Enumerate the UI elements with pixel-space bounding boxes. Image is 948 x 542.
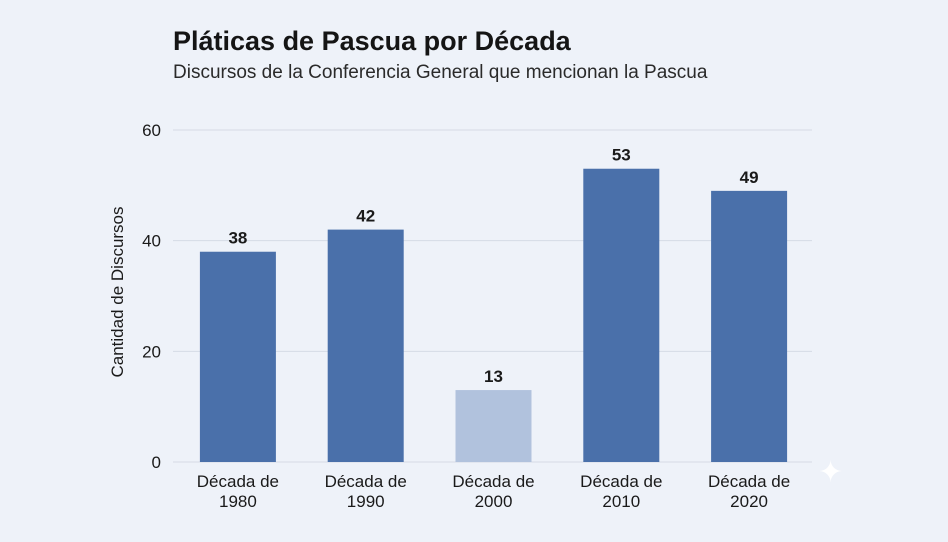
x-tick-label: Década de 2020	[708, 472, 790, 511]
y-tick-label: 40	[142, 232, 161, 251]
sparkle-icon: ✦	[818, 456, 844, 489]
x-tick-line: Década de	[452, 472, 534, 491]
data-labels: 38 42 13 53 49	[228, 146, 758, 386]
bar	[327, 229, 404, 462]
y-tick-label: 60	[142, 121, 161, 140]
data-label: 42	[356, 207, 375, 226]
x-tick-label: Década de 2000	[452, 472, 534, 511]
bar	[583, 168, 660, 462]
bar	[711, 190, 788, 462]
chart-title: Pláticas de Pascua por Década	[173, 26, 571, 56]
y-axis-label: Cantidad de Discursos	[108, 206, 127, 377]
x-tick-label: Década de 2010	[580, 472, 662, 511]
x-tick-line: 2010	[602, 492, 640, 511]
x-tick-line: Década de	[325, 472, 407, 491]
y-axis-ticks: 0 20 40 60	[142, 121, 161, 472]
x-tick-line: 1990	[347, 492, 385, 511]
x-tick-label: Década de 1980	[197, 472, 279, 511]
x-tick-line: 2000	[475, 492, 513, 511]
bar	[199, 251, 276, 462]
bar	[455, 390, 532, 462]
data-label: 49	[740, 168, 759, 187]
y-tick-label: 0	[152, 453, 161, 472]
x-tick-label: Década de 1990	[325, 472, 407, 511]
x-tick-line: Década de	[708, 472, 790, 491]
y-tick-label: 20	[142, 342, 161, 361]
x-tick-line: Década de	[580, 472, 662, 491]
data-label: 13	[484, 367, 503, 386]
chart-subtitle: Discursos de la Conferencia General que …	[173, 62, 708, 83]
x-tick-line: Década de	[197, 472, 279, 491]
data-label: 53	[612, 146, 631, 165]
bars	[199, 168, 788, 462]
x-tick-line: 2020	[730, 492, 768, 511]
x-tick-line: 1980	[219, 492, 257, 511]
data-label: 38	[228, 229, 247, 248]
